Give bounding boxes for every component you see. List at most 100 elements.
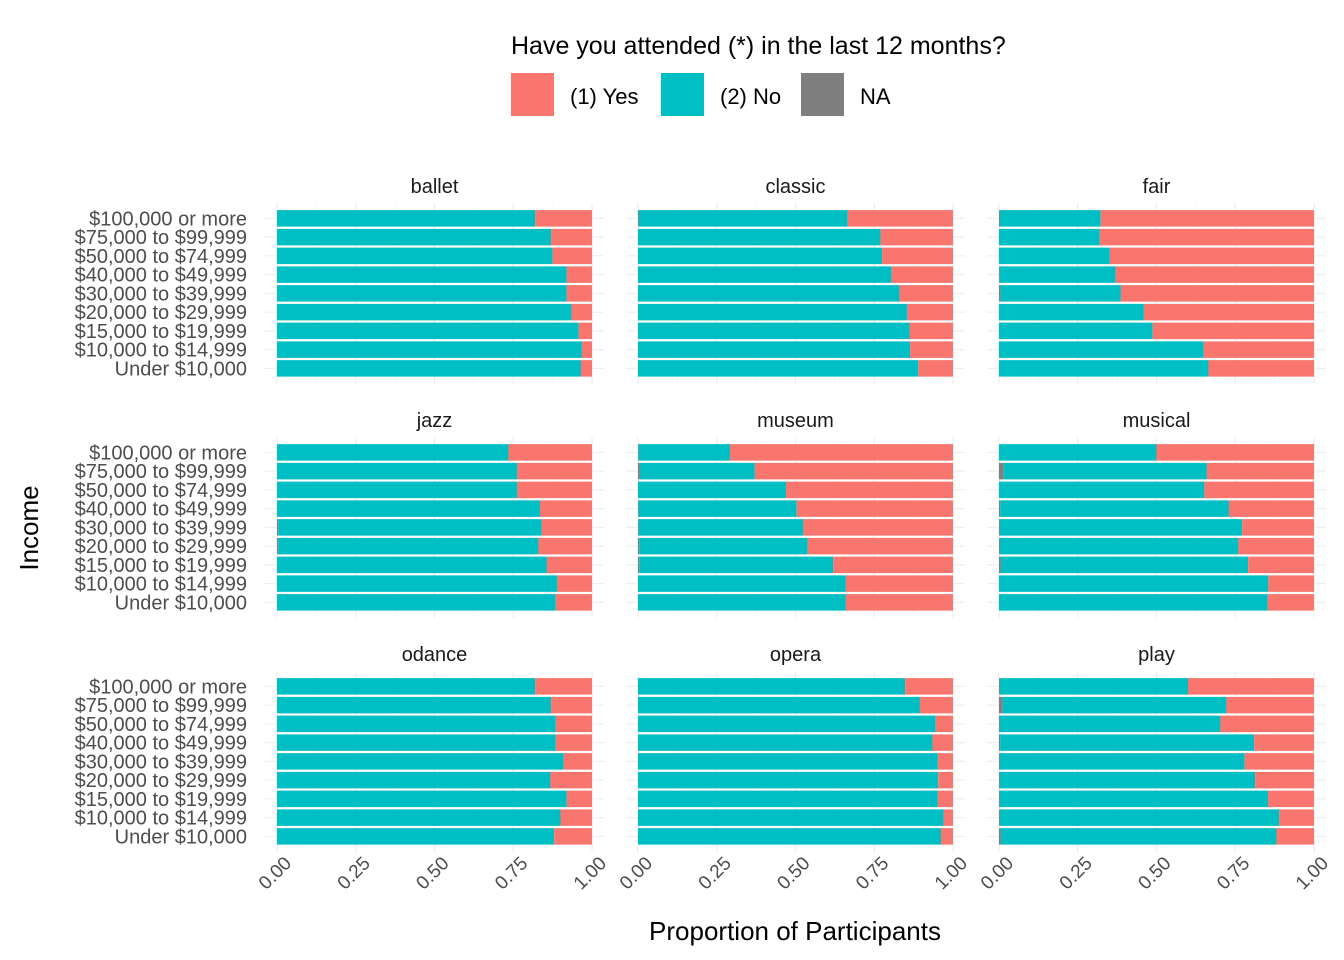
facet-title: jazz — [416, 410, 453, 432]
legend-title: Have you attended (*) in the last 12 mon… — [511, 32, 1006, 60]
bar-no — [999, 247, 1110, 265]
bar-no — [999, 519, 1243, 536]
legend-swatch-no — [661, 73, 704, 116]
category-label: $15,000 to $19,999 — [75, 555, 247, 577]
bar-no — [638, 678, 906, 695]
bar-no — [277, 594, 556, 611]
bar-yes — [566, 790, 592, 808]
category-label: Under $10,000 — [115, 592, 247, 614]
bar-yes — [555, 594, 592, 611]
bar-yes — [554, 828, 592, 845]
bar-yes — [1238, 537, 1314, 555]
facet-panels: ballet$100,000 or more$75,000 to $99,999… — [75, 176, 1333, 894]
bar-yes — [943, 809, 953, 826]
bar-yes — [560, 809, 592, 826]
bar-no — [999, 481, 1205, 499]
bar-yes — [786, 481, 953, 499]
bar-yes — [1242, 519, 1314, 536]
bar-yes — [1143, 303, 1314, 321]
facet-panel-odance: odance $100,000 or more$75,000 to $99,999… — [75, 644, 611, 894]
bar-yes — [935, 715, 953, 733]
facet-panel-jazz: jazz $100,000 or more$75,000 to $99,999$5… — [75, 410, 604, 618]
bar-yes — [535, 210, 592, 227]
bar-no — [999, 790, 1269, 808]
facet-title: play — [1138, 644, 1175, 666]
bar-yes — [1115, 266, 1314, 283]
bar-yes — [517, 462, 592, 480]
bar-yes — [905, 678, 953, 695]
legend-label-yes: (1) Yes — [570, 84, 639, 109]
bar-yes — [1204, 481, 1314, 499]
bar-na — [638, 537, 640, 555]
bar-yes — [566, 266, 592, 283]
bar-na — [638, 500, 639, 517]
bar-yes — [1206, 462, 1314, 480]
bar-na — [999, 537, 1000, 555]
bar-yes — [880, 228, 953, 246]
bar-no — [999, 809, 1280, 826]
bar-no — [277, 575, 558, 592]
bar-na — [999, 696, 1003, 714]
bar-no — [277, 322, 579, 340]
bar-no — [1000, 285, 1121, 302]
bar-yes — [550, 771, 592, 789]
bar-no — [638, 715, 936, 733]
bar-na — [999, 809, 1000, 826]
facet-panel-ballet: ballet $100,000 or more$75,000 to $99,999… — [75, 176, 604, 384]
bar-no — [277, 556, 547, 574]
facet-panel-musical: musical — [987, 410, 1326, 618]
bar-no — [999, 322, 1153, 340]
bar-no — [277, 790, 567, 808]
bar-yes — [918, 360, 953, 377]
facet-title: classic — [765, 176, 825, 198]
bar-na — [999, 500, 1001, 517]
x-tick-label: 0.50 — [412, 853, 453, 894]
bar-na — [999, 790, 1000, 808]
bar-yes — [555, 734, 592, 751]
bar-no — [999, 266, 1116, 283]
bar-no — [638, 500, 797, 517]
bar-na — [999, 734, 1001, 751]
bar-no — [277, 462, 518, 480]
bar-na — [999, 266, 1000, 283]
bar-yes — [538, 537, 592, 555]
bar-yes — [891, 266, 953, 283]
bar-yes — [563, 753, 592, 770]
bar-yes — [555, 715, 592, 733]
bar-no — [1000, 828, 1277, 845]
category-label: $40,000 to $49,999 — [75, 733, 247, 755]
x-tick-label: 0.50 — [1134, 853, 1175, 894]
bar-yes — [1268, 575, 1314, 592]
bar-no — [999, 771, 1256, 789]
bar-yes — [754, 462, 953, 480]
bar-no — [999, 715, 1221, 733]
bar-no — [638, 247, 883, 265]
bar-yes — [1203, 341, 1314, 358]
bar-yes — [729, 444, 953, 461]
bar-no — [638, 753, 938, 770]
bar-yes — [1208, 360, 1314, 377]
bar-no — [277, 734, 556, 751]
bar-no — [999, 753, 1245, 770]
bar-na — [999, 519, 1000, 536]
x-tick-label: 0.75 — [852, 853, 893, 894]
bar-no — [277, 360, 581, 377]
bar-yes — [557, 575, 592, 592]
facet-title: ballet — [411, 176, 459, 198]
category-label: $75,000 to $99,999 — [75, 695, 247, 717]
x-tick-label: 0.75 — [491, 853, 532, 894]
bar-yes — [938, 771, 953, 789]
bar-no — [999, 228, 1100, 246]
facet-panel-museum: museum — [626, 410, 965, 618]
x-tick-label: 0.50 — [773, 853, 814, 894]
bar-no — [999, 210, 1101, 227]
bar-yes — [907, 303, 953, 321]
x-tick-label: 0.00 — [977, 853, 1018, 894]
bar-no — [999, 594, 1268, 611]
bar-no — [638, 444, 730, 461]
legend-swatch-na — [801, 73, 844, 116]
bar-na — [999, 828, 1001, 845]
bar-yes — [1244, 753, 1314, 770]
bar-yes — [845, 575, 953, 592]
